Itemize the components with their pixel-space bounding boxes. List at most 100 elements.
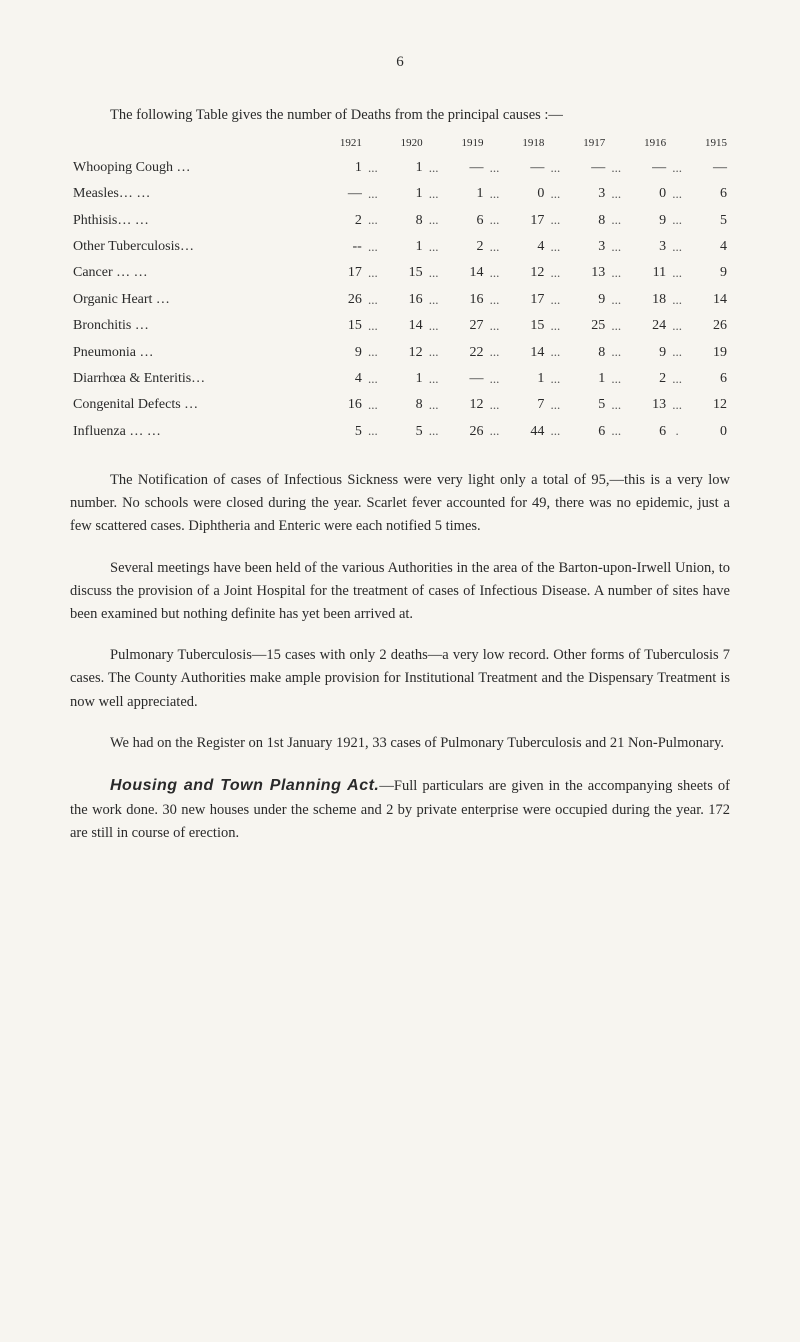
- cell-value: --: [320, 234, 365, 260]
- cell-value: —: [563, 155, 608, 181]
- ellipsis: ...: [608, 419, 624, 445]
- cell-value: 1: [381, 155, 426, 181]
- ellipsis: ...: [608, 208, 624, 234]
- cell-value: 9: [320, 340, 365, 366]
- table-body: Whooping Cough …1...1...—...—...—...—...…: [70, 155, 730, 445]
- cell-value: 1: [442, 181, 487, 207]
- cell-value: 0: [503, 181, 548, 207]
- row-label: Organic Heart …: [70, 287, 320, 313]
- notification-paragraph: The Notification of cases of Infectious …: [70, 469, 730, 539]
- ellipsis: ...: [426, 234, 442, 260]
- ellipsis: ...: [608, 287, 624, 313]
- table-row: Cancer … …17...15...14...12...13...11...…: [70, 260, 730, 286]
- cell-value: 19: [685, 340, 730, 366]
- ellipsis: ...: [365, 181, 381, 207]
- cell-value: 0: [685, 419, 730, 445]
- table-row: Whooping Cough …1...1...—...—...—...—...…: [70, 155, 730, 181]
- cell-value: 25: [563, 313, 608, 339]
- row-label: Congenital Defects …: [70, 392, 320, 418]
- cell-value: 12: [381, 340, 426, 366]
- deaths-table: 1921 1920 1919 1918 1917 1916 1915 Whoop…: [70, 133, 730, 445]
- cell-value: 8: [381, 392, 426, 418]
- cell-value: 27: [442, 313, 487, 339]
- year-header: 1915: [685, 133, 730, 155]
- cell-value: 6: [563, 419, 608, 445]
- ellipsis: ...: [608, 181, 624, 207]
- cell-value: 17: [320, 260, 365, 286]
- cell-value: 26: [320, 287, 365, 313]
- row-label: Measles… …: [70, 181, 320, 207]
- cell-value: 8: [563, 340, 608, 366]
- ellipsis: ...: [487, 313, 503, 339]
- year-header: 1916: [624, 133, 669, 155]
- row-label: Pneumonia …: [70, 340, 320, 366]
- cell-value: 9: [685, 260, 730, 286]
- ellipsis: .: [669, 419, 685, 445]
- year-header: 1917: [563, 133, 608, 155]
- table-row: Congenital Defects …16...8...12...7...5.…: [70, 392, 730, 418]
- cell-value: 0: [624, 181, 669, 207]
- cell-value: 4: [503, 234, 548, 260]
- cell-value: 14: [685, 287, 730, 313]
- cell-value: —: [685, 155, 730, 181]
- cell-value: 6: [624, 419, 669, 445]
- year-header: 1921: [320, 133, 365, 155]
- ellipsis: ...: [669, 234, 685, 260]
- cell-value: 2: [442, 234, 487, 260]
- cell-value: 12: [685, 392, 730, 418]
- cell-value: 3: [563, 181, 608, 207]
- ellipsis: ...: [608, 234, 624, 260]
- year-header: 1919: [442, 133, 487, 155]
- ellipsis: ...: [669, 260, 685, 286]
- cell-value: —: [320, 181, 365, 207]
- ellipsis: ...: [487, 419, 503, 445]
- cell-value: 15: [381, 260, 426, 286]
- cell-value: 4: [685, 234, 730, 260]
- cell-value: 7: [503, 392, 548, 418]
- row-label: Influenza … …: [70, 419, 320, 445]
- cell-value: 5: [320, 419, 365, 445]
- register-paragraph: We had on the Register on 1st January 19…: [70, 732, 730, 755]
- cell-value: 14: [442, 260, 487, 286]
- ellipsis: ...: [426, 208, 442, 234]
- cell-value: 5: [685, 208, 730, 234]
- ellipsis: ...: [547, 366, 563, 392]
- year-header: 1918: [503, 133, 548, 155]
- cell-value: 6: [685, 181, 730, 207]
- cell-value: —: [624, 155, 669, 181]
- table-header-row: 1921 1920 1919 1918 1917 1916 1915: [70, 133, 730, 155]
- ellipsis: ...: [669, 181, 685, 207]
- ellipsis: ...: [487, 208, 503, 234]
- ellipsis: ...: [487, 155, 503, 181]
- cell-value: 1: [320, 155, 365, 181]
- ellipsis: ...: [547, 181, 563, 207]
- ellipsis: ...: [365, 419, 381, 445]
- cell-value: 2: [320, 208, 365, 234]
- row-label: Other Tuberculosis…: [70, 234, 320, 260]
- cell-value: 8: [563, 208, 608, 234]
- row-label: Whooping Cough …: [70, 155, 320, 181]
- ellipsis: ...: [669, 155, 685, 181]
- cell-value: 3: [563, 234, 608, 260]
- ellipsis: ...: [365, 155, 381, 181]
- cell-value: 9: [563, 287, 608, 313]
- cell-value: 9: [624, 208, 669, 234]
- cell-value: 4: [320, 366, 365, 392]
- ellipsis: ...: [487, 340, 503, 366]
- cell-value: 14: [381, 313, 426, 339]
- cell-value: 14: [503, 340, 548, 366]
- ellipsis: ...: [365, 287, 381, 313]
- ellipsis: ...: [426, 155, 442, 181]
- cell-value: 9: [624, 340, 669, 366]
- cell-value: 44: [503, 419, 548, 445]
- ellipsis: ...: [547, 234, 563, 260]
- ellipsis: ...: [365, 234, 381, 260]
- cell-value: 18: [624, 287, 669, 313]
- cell-value: 1: [381, 234, 426, 260]
- ellipsis: ...: [669, 340, 685, 366]
- ellipsis: ...: [365, 366, 381, 392]
- cell-value: 6: [442, 208, 487, 234]
- ellipsis: ...: [487, 366, 503, 392]
- cell-value: 17: [503, 208, 548, 234]
- ellipsis: ...: [365, 208, 381, 234]
